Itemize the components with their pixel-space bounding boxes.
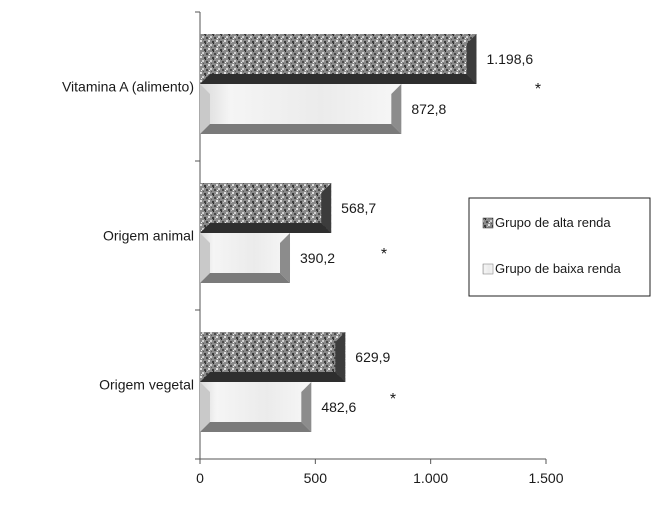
bar-alta-renda — [200, 34, 477, 84]
bar-bevel-left — [200, 233, 210, 283]
bar-bevel-bottom — [200, 422, 312, 432]
significance-mark: * — [535, 81, 541, 98]
data-label: 1.198,6 — [486, 51, 533, 67]
bar-alta-renda — [200, 183, 332, 233]
bar-bevel-right — [301, 382, 312, 432]
bar-baixa-renda — [200, 382, 312, 432]
bar-bevel-right — [335, 332, 346, 382]
category-label: Origem vegetal — [99, 377, 194, 393]
x-tick-label: 0 — [196, 470, 204, 486]
chart-legend: Grupo de alta renda Grupo de baixa renda — [468, 197, 651, 297]
bar-bevel-right — [466, 34, 477, 84]
bar-bevel-right — [391, 84, 402, 134]
bar-bevel-right — [321, 183, 332, 233]
chart-bars — [200, 34, 477, 432]
bar-bevel-bottom — [200, 124, 402, 134]
x-tick-label: 1.500 — [528, 470, 563, 486]
bar-bevel-bottom — [200, 372, 346, 382]
legend-swatch-alta — [482, 217, 494, 229]
chart-labels: Vitamina A (alimento) 1.198,6 872,8 * Origem… — [62, 51, 541, 415]
bar-bevel-bottom — [200, 273, 291, 283]
significance-mark: * — [381, 246, 387, 263]
x-tick-label: 500 — [304, 470, 328, 486]
significance-mark: * — [390, 391, 396, 408]
bar-alta-renda — [200, 332, 346, 382]
bar-bevel-bottom — [200, 74, 477, 84]
bar-baixa-renda — [200, 233, 291, 283]
bar-bevel-left — [200, 382, 210, 432]
bar-bevel-left — [200, 84, 210, 134]
data-label: 872,8 — [411, 101, 446, 117]
bar-baixa-renda — [200, 84, 402, 134]
x-tick-label: 1.000 — [413, 470, 448, 486]
legend-label: Grupo de alta renda — [495, 215, 611, 230]
legend-swatch — [482, 217, 494, 229]
data-label: 482,6 — [321, 399, 356, 415]
data-label: 390,2 — [300, 250, 335, 266]
legend-box — [468, 197, 651, 297]
legend-swatch — [482, 263, 494, 275]
category-label: Origem animal — [103, 228, 194, 244]
category-label: Vitamina A (alimento) — [62, 79, 194, 95]
legend-swatch-baixa — [482, 263, 494, 275]
bar-bevel-right — [280, 233, 291, 283]
data-label: 629,9 — [355, 349, 390, 365]
bar-bevel-bottom — [200, 223, 332, 233]
data-label: 568,7 — [341, 200, 376, 216]
legend-label: Grupo de baixa renda — [495, 261, 622, 276]
